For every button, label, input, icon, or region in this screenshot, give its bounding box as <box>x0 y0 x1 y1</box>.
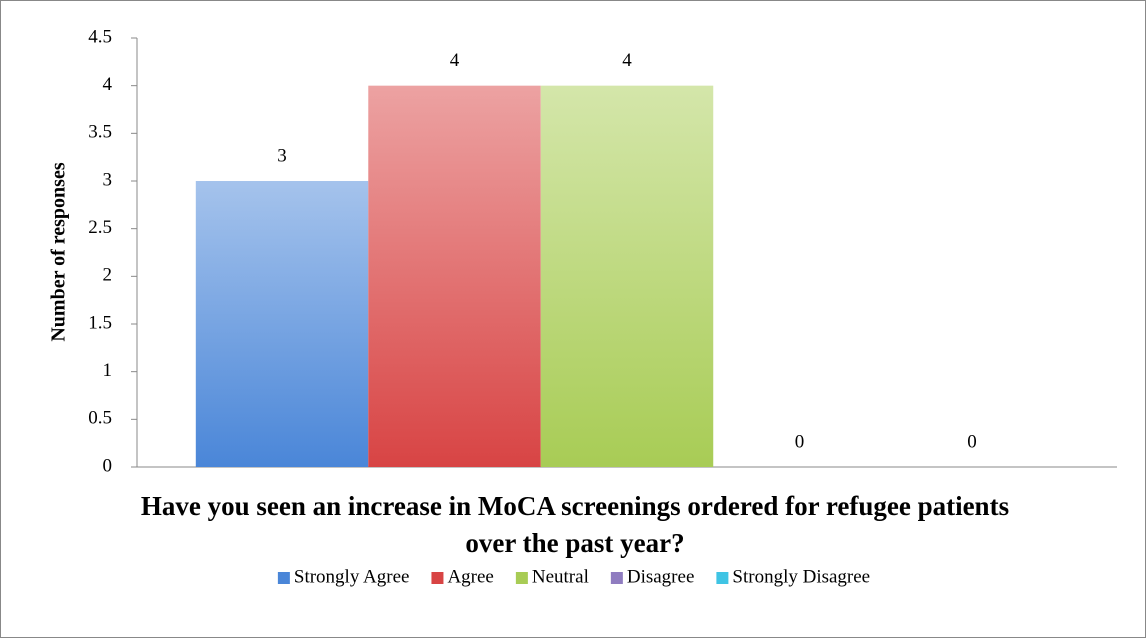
y-tick-label: 2.5 <box>88 217 112 238</box>
legend-swatch <box>716 572 729 584</box>
legend-swatch <box>610 572 623 584</box>
bar <box>540 85 714 468</box>
data-label: 0 <box>967 431 977 452</box>
y-tick-label: 2 <box>103 265 113 286</box>
bar <box>368 85 541 468</box>
y-tick-label: 1.5 <box>88 312 112 333</box>
bar <box>195 181 369 467</box>
y-tick-label: 3.5 <box>88 122 112 143</box>
y-tick-label: 4.5 <box>88 26 112 47</box>
chart-title: Have you seen an increase in MoCA screen… <box>140 491 1010 558</box>
data-label: 3 <box>277 145 287 166</box>
y-tick-label: 0 <box>103 455 113 476</box>
y-tick-label: 1 <box>103 360 113 381</box>
legend-label: Strongly Disagree <box>732 566 870 587</box>
legend-swatch <box>515 572 528 584</box>
y-axis-label: Number of responses <box>48 162 70 341</box>
y-tick-label: 0.5 <box>88 408 112 429</box>
data-label: 4 <box>622 50 632 71</box>
legend-swatch <box>431 572 444 584</box>
legend-label: Agree <box>447 566 493 587</box>
legend-swatch <box>277 572 290 584</box>
data-label: 0 <box>795 431 805 452</box>
legend-label: Disagree <box>627 566 695 587</box>
y-tick-label: 4 <box>103 74 113 95</box>
data-label: 4 <box>450 50 460 71</box>
y-tick-label: 3 <box>103 169 113 190</box>
legend-label: Neutral <box>532 566 589 587</box>
legend-label: Strongly Agree <box>294 566 410 587</box>
